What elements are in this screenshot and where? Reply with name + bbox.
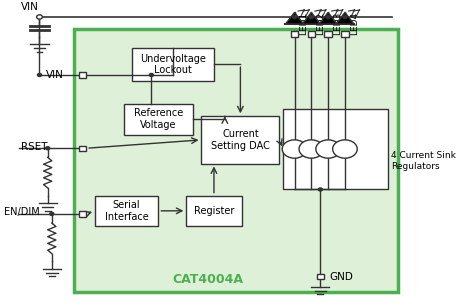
FancyBboxPatch shape: [95, 196, 158, 226]
Circle shape: [37, 73, 41, 76]
Text: LED1: LED1: [299, 11, 308, 35]
Polygon shape: [319, 12, 336, 24]
Text: RSET: RSET: [21, 142, 48, 152]
Circle shape: [45, 147, 50, 150]
Circle shape: [37, 15, 41, 18]
Text: GND: GND: [329, 272, 353, 282]
Bar: [341, 31, 348, 37]
Text: CAT4004A: CAT4004A: [172, 273, 242, 286]
Text: Current
Setting DAC: Current Setting DAC: [211, 129, 269, 151]
Text: Register: Register: [193, 206, 234, 216]
Circle shape: [332, 140, 357, 158]
Circle shape: [315, 140, 340, 158]
Text: Reference
Voltage: Reference Voltage: [134, 108, 183, 130]
FancyBboxPatch shape: [131, 48, 213, 81]
Polygon shape: [285, 12, 303, 24]
FancyBboxPatch shape: [283, 109, 387, 189]
FancyBboxPatch shape: [123, 104, 193, 134]
Text: 4 Current Sink
Regulators: 4 Current Sink Regulators: [391, 151, 455, 171]
Text: Serial
Interface: Serial Interface: [105, 200, 148, 222]
Circle shape: [318, 188, 322, 191]
Bar: [78, 72, 86, 78]
Bar: [324, 31, 331, 37]
Text: VIN: VIN: [46, 70, 64, 80]
Circle shape: [149, 73, 153, 76]
Bar: [78, 146, 86, 151]
Bar: [316, 274, 323, 279]
Text: LED2: LED2: [315, 12, 325, 35]
Polygon shape: [335, 12, 353, 24]
Circle shape: [325, 15, 330, 18]
FancyBboxPatch shape: [186, 196, 241, 226]
Text: VIN: VIN: [21, 2, 39, 12]
Circle shape: [282, 140, 306, 158]
Bar: [290, 31, 297, 37]
Circle shape: [342, 15, 346, 18]
FancyBboxPatch shape: [201, 116, 279, 164]
Circle shape: [50, 212, 54, 216]
FancyBboxPatch shape: [74, 29, 397, 292]
Text: EN/DIM: EN/DIM: [4, 207, 39, 217]
Polygon shape: [302, 12, 319, 24]
Text: Undervoltage
Lockout: Undervoltage Lockout: [140, 53, 205, 75]
Text: LED4: LED4: [349, 12, 358, 35]
Bar: [78, 211, 86, 217]
Circle shape: [298, 140, 323, 158]
Circle shape: [292, 15, 296, 18]
Bar: [307, 31, 314, 37]
Text: LED3: LED3: [332, 11, 341, 35]
Circle shape: [308, 15, 313, 18]
Circle shape: [37, 15, 42, 19]
